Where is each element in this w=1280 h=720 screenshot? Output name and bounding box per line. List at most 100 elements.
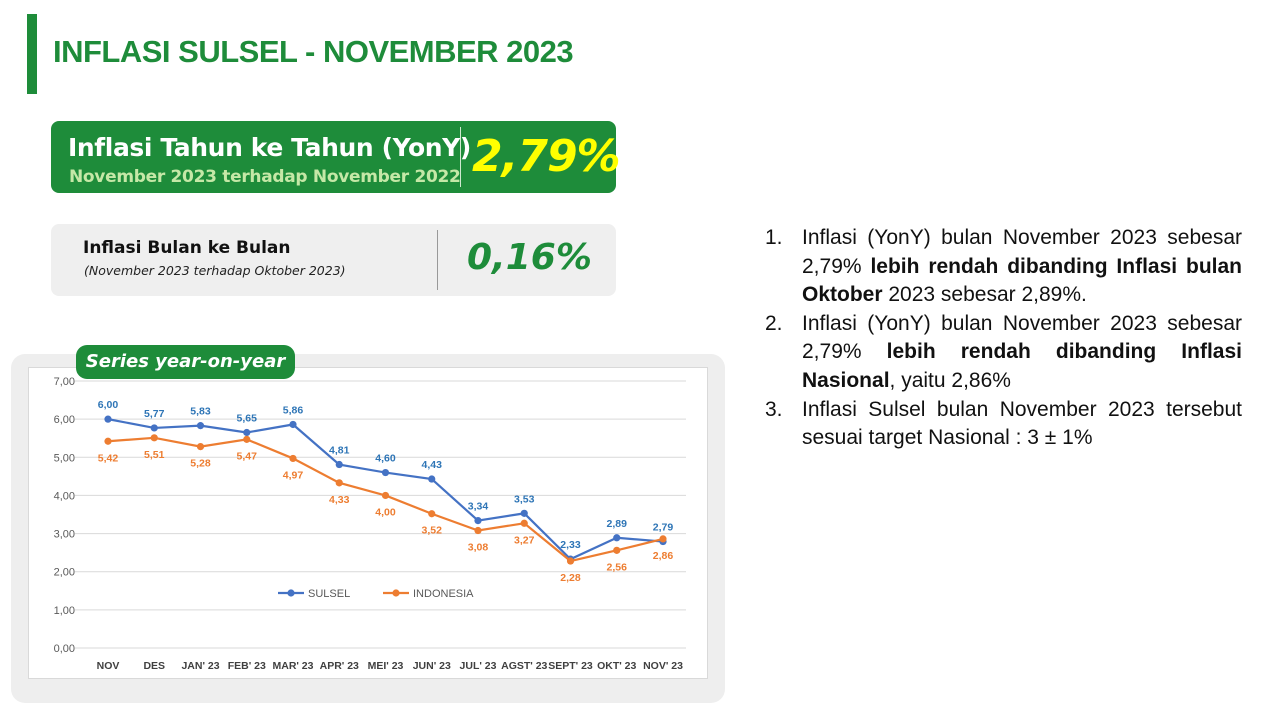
data-label: 2,79 bbox=[653, 522, 674, 534]
data-label: 4,43 bbox=[422, 459, 443, 471]
x-tick-label: NOV bbox=[97, 660, 120, 672]
data-label: 5,77 bbox=[144, 408, 165, 420]
x-tick-label: OKT' 23 bbox=[597, 660, 636, 672]
note-number: 3. bbox=[765, 397, 783, 421]
data-point bbox=[243, 428, 251, 437]
data-label: 4,81 bbox=[329, 445, 350, 457]
data-label: 5,42 bbox=[98, 452, 119, 464]
legend-label: SULSEL bbox=[308, 588, 350, 600]
x-tick-label: APR' 23 bbox=[320, 660, 359, 672]
data-label: 3,27 bbox=[514, 534, 535, 546]
data-point bbox=[196, 422, 205, 430]
mom-inflation-card: Inflasi Bulan ke Bulan (November 2023 te… bbox=[51, 224, 616, 296]
yoy-inflation-card: Inflasi Tahun ke Tahun (YonY) November 2… bbox=[51, 121, 621, 193]
data-point bbox=[104, 437, 112, 445]
x-tick-label: AGST' 23 bbox=[501, 660, 547, 672]
data-label: 6,00 bbox=[98, 399, 119, 411]
data-point bbox=[428, 475, 436, 483]
series-line-sulsel bbox=[107, 418, 664, 561]
x-tick-label: SEPT' 23 bbox=[548, 660, 593, 672]
mom-subtitle: (November 2023 terhadap Oktober 2023) bbox=[84, 263, 346, 278]
x-tick-label: JUL' 23 bbox=[460, 660, 497, 672]
y-tick-label: 0,00 bbox=[54, 643, 75, 655]
note-text: Inflasi (YonY) bulan November 2023 sebes… bbox=[802, 226, 1242, 278]
data-label: 5,51 bbox=[144, 449, 165, 461]
data-label: 5,83 bbox=[190, 406, 211, 418]
note-number: 2. bbox=[765, 311, 783, 335]
title-accent-bar bbox=[27, 14, 37, 94]
note-item: 2. Inflasi (YonY) bulan November 2023 se… bbox=[765, 310, 1242, 396]
note-text: Inflasi Sulsel bulan November 2023 terse… bbox=[802, 397, 1242, 450]
data-label: 3,53 bbox=[514, 493, 535, 505]
data-point bbox=[474, 517, 482, 525]
data-label: 5,28 bbox=[190, 458, 211, 470]
data-point bbox=[335, 460, 343, 469]
notes-list: 1. Inflasi (YonY) bulan November 2023 seb… bbox=[765, 224, 1242, 453]
data-point bbox=[289, 454, 297, 463]
yoy-subtitle: November 2023 terhadap November 2022 bbox=[69, 167, 461, 187]
y-tick-label: 6,00 bbox=[54, 414, 75, 426]
data-label: 3,08 bbox=[468, 542, 489, 554]
note-emphasis: lebih rendah dibanding Inflasi Nasional bbox=[802, 340, 1242, 392]
data-point bbox=[335, 479, 343, 487]
note-text: 2023 sebesar 2,89%. bbox=[882, 283, 1087, 307]
data-label: 2,56 bbox=[607, 561, 628, 573]
x-tick-label: FEB' 23 bbox=[228, 660, 266, 672]
data-point bbox=[196, 443, 205, 451]
data-label: 2,86 bbox=[653, 550, 674, 562]
mom-title: Inflasi Bulan ke Bulan bbox=[83, 238, 291, 258]
x-tick-label: NOV' 23 bbox=[643, 660, 683, 672]
data-point bbox=[381, 491, 390, 500]
data-label: 5,47 bbox=[237, 450, 258, 462]
data-point bbox=[289, 420, 297, 429]
data-label: 5,65 bbox=[237, 412, 258, 424]
data-point bbox=[613, 546, 621, 554]
data-point bbox=[566, 557, 575, 565]
page-title: INFLASI SULSEL - NOVEMBER 2023 bbox=[53, 34, 574, 69]
data-label: 2,28 bbox=[560, 572, 581, 584]
data-label: 2,89 bbox=[607, 518, 628, 530]
note-text: , yaitu 2,86% bbox=[889, 368, 1011, 392]
data-point bbox=[613, 534, 621, 542]
yoy-title: Inflasi Tahun ke Tahun (YonY) bbox=[68, 133, 471, 162]
y-tick-label: 1,00 bbox=[54, 605, 75, 617]
data-label: 2,33 bbox=[560, 539, 581, 551]
x-tick-label: JAN' 23 bbox=[181, 660, 219, 672]
note-item: 1. Inflasi (YonY) bulan November 2023 seb… bbox=[765, 224, 1242, 310]
data-point bbox=[520, 519, 528, 527]
data-point bbox=[104, 415, 112, 423]
y-tick-label: 2,00 bbox=[54, 567, 75, 579]
x-tick-label: MAR' 23 bbox=[272, 660, 313, 672]
x-tick-label: JUN' 23 bbox=[413, 660, 451, 672]
data-label: 3,34 bbox=[468, 501, 489, 513]
note-text: Inflasi (YonY) bulan November 2023 sebes… bbox=[802, 311, 1242, 364]
data-label: 5,86 bbox=[283, 404, 304, 416]
y-tick-label: 4,00 bbox=[54, 490, 75, 502]
legend-swatch-marker bbox=[287, 589, 295, 597]
data-point bbox=[474, 526, 482, 535]
y-tick-label: 5,00 bbox=[54, 452, 75, 464]
data-label: 4,60 bbox=[375, 453, 396, 465]
data-point bbox=[150, 434, 158, 442]
x-tick-label: DES bbox=[143, 660, 165, 672]
y-tick-label: 7,00 bbox=[54, 376, 75, 388]
series-header-pill: Series year-on-year bbox=[76, 345, 295, 379]
mom-divider bbox=[437, 230, 438, 290]
data-point bbox=[520, 509, 528, 517]
note-number: 1. bbox=[765, 226, 783, 249]
data-point bbox=[659, 535, 667, 543]
data-point bbox=[150, 424, 158, 432]
data-label: 4,97 bbox=[283, 469, 304, 481]
yoy-value: 2,79% bbox=[472, 131, 621, 182]
note-emphasis: lebih rendah dibanding Inflasi bulan Okt… bbox=[802, 254, 1242, 307]
mom-value: 0,16% bbox=[467, 237, 592, 278]
note-item: 3. Inflasi Sulsel bulan November 2023 ter… bbox=[765, 396, 1242, 453]
data-label: 3,52 bbox=[422, 525, 443, 537]
data-label: 4,33 bbox=[329, 494, 350, 506]
data-point bbox=[428, 510, 436, 518]
legend-label: INDONESIA bbox=[413, 588, 474, 600]
data-point bbox=[243, 435, 251, 443]
legend-swatch-marker bbox=[392, 589, 400, 597]
x-tick-label: MEI' 23 bbox=[368, 660, 404, 672]
